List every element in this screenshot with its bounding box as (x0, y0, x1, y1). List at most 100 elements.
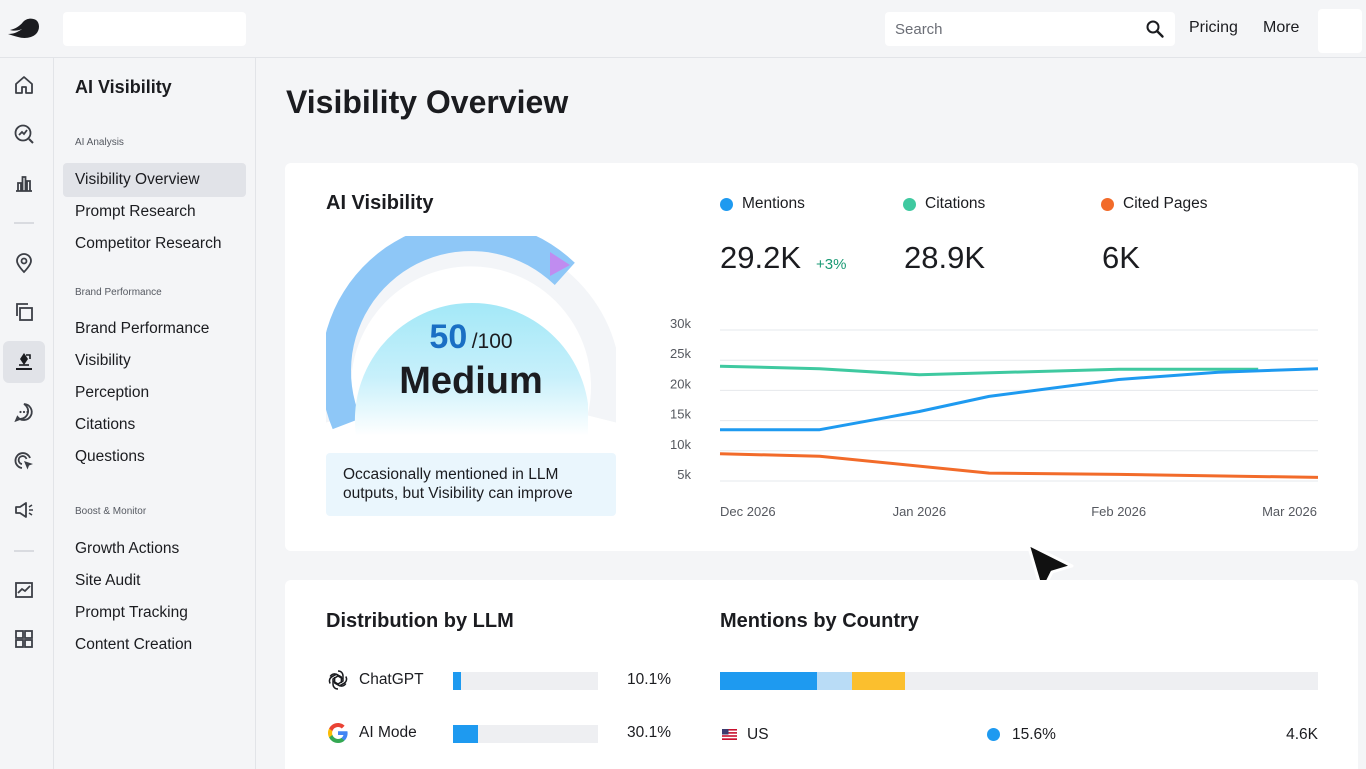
metric-label-text: Cited Pages (1123, 195, 1208, 212)
icon-rail (0, 58, 54, 769)
y-tick-label: 25k (670, 346, 691, 361)
y-tick-label: 5k (677, 467, 691, 482)
llm-row-ai-mode[interactable]: AI Mode 30.1% (326, 721, 686, 747)
country-title: Mentions by Country (720, 610, 919, 632)
gauge-marker-icon (550, 252, 570, 276)
analytics-icon (14, 124, 34, 144)
visibility-gauge (326, 236, 616, 436)
y-tick-label: 15k (670, 407, 691, 422)
rail-trend[interactable] (3, 569, 45, 611)
search-icon[interactable] (1145, 19, 1165, 39)
llm-bar-track (453, 725, 598, 743)
metric-label-text: Citations (925, 195, 986, 212)
metric-cited-pages-label[interactable]: Cited Pages (1101, 195, 1207, 213)
brand-logo-icon[interactable] (6, 14, 40, 44)
search-input[interactable] (895, 20, 1145, 38)
rail-chat[interactable] (3, 391, 45, 433)
rail-divider (14, 550, 34, 552)
project-selector[interactable] (63, 12, 246, 46)
country-bar-segment[interactable] (852, 672, 905, 690)
rail-copy[interactable] (3, 291, 45, 333)
nav-competitor-research[interactable]: Competitor Research (75, 235, 222, 252)
more-link[interactable]: More (1263, 19, 1300, 36)
y-tick-label: 30k (670, 316, 691, 331)
citations-dot (903, 197, 916, 211)
chat-icon (14, 403, 33, 423)
rail-analytics[interactable] (3, 113, 45, 155)
nav-prompt-tracking[interactable]: Prompt Tracking (75, 604, 188, 621)
page-title: Visibility Overview (286, 84, 569, 120)
country-name: US (747, 726, 769, 743)
ai-visibility-title: AI Visibility (326, 192, 434, 214)
rail-target[interactable] (3, 440, 45, 482)
nav-brand-performance[interactable]: Brand Performance (75, 320, 210, 337)
metric-citations-value: 28.9K (904, 240, 986, 275)
metric-label-text: Mentions (742, 195, 805, 212)
rail-location[interactable] (3, 242, 45, 284)
secondary-nav: AI Visibility AI Analysis Visibility Ove… (54, 58, 256, 769)
metric-cited-pages-value: 6K (1102, 240, 1140, 275)
nav-content-creation[interactable]: Content Creation (75, 636, 193, 653)
metric-mentions-value: 29.2K (720, 240, 802, 275)
section-label: AI Analysis (75, 137, 124, 148)
rail-home[interactable] (3, 64, 45, 106)
nav-visibility[interactable]: Visibility (75, 352, 131, 369)
nav-visibility-overview[interactable]: Visibility Overview (63, 163, 246, 197)
apps-grid-icon (15, 630, 33, 648)
google-logo-icon (328, 723, 348, 743)
rail-megaphone[interactable] (3, 489, 45, 531)
visibility-level: Medium (399, 360, 543, 402)
subnav-title: AI Visibility (75, 77, 172, 97)
trend-line-chart: 30k 25k 20k 15k 10k 5k Dec 2026 Jan 2026 Feb 202… (670, 316, 1319, 519)
bar-chart-icon (16, 176, 32, 192)
nav-prompt-research[interactable]: Prompt Research (75, 203, 196, 220)
series-line-2 (719, 452, 1319, 479)
section-label: Brand Performance (75, 287, 162, 298)
ai-pen-icon (16, 353, 32, 370)
llm-bar-track (453, 672, 598, 690)
search-box[interactable] (885, 12, 1175, 46)
nav-site-audit[interactable]: Site Audit (75, 572, 141, 589)
target-cursor-icon (14, 452, 33, 470)
gauge-progress (326, 236, 575, 430)
y-tick-label: 10k (670, 437, 691, 452)
rail-ai-visibility[interactable] (3, 341, 45, 383)
llm-percent: 10.1% (627, 671, 671, 688)
country-bar-segment[interactable] (720, 672, 818, 690)
rail-apps[interactable] (3, 618, 45, 660)
metric-citations-label[interactable]: Citations (903, 195, 985, 213)
avatar[interactable] (1318, 9, 1362, 53)
y-tick-label: 20k (670, 376, 691, 391)
us-flag-icon (722, 729, 737, 740)
country-stacked-bar (720, 672, 1318, 690)
nav-growth-actions[interactable]: Growth Actions (75, 540, 180, 557)
score-value: 50 (429, 318, 468, 356)
mentions-dot (720, 197, 733, 211)
copy-icon (16, 303, 33, 321)
country-dot (987, 728, 1000, 741)
country-bar-segment[interactable] (817, 672, 853, 690)
country-value: 4.6K (1286, 726, 1318, 743)
location-pin-icon (16, 253, 32, 274)
series-line-0 (719, 364, 1259, 377)
llm-name: AI Mode (359, 724, 417, 741)
gauge-inner (354, 302, 588, 436)
x-tick-label: Jan 2026 (893, 504, 947, 519)
visibility-note: Occasionally mentioned in LLM outputs, b… (326, 453, 616, 516)
series-line-1 (720, 367, 1319, 432)
llm-percent: 30.1% (627, 724, 671, 741)
country-row-us[interactable]: US 15.6% 4.6K (720, 723, 1318, 747)
metric-mentions-label[interactable]: Mentions (720, 195, 805, 213)
x-tick-label: Mar 2026 (1262, 504, 1317, 519)
nav-questions[interactable]: Questions (75, 448, 145, 465)
rail-bar-chart[interactable] (3, 162, 45, 204)
llm-row-chatgpt[interactable]: ChatGPT 10.1% (326, 668, 686, 694)
home-icon (15, 76, 33, 94)
metric-mentions-change: +3% (816, 256, 847, 273)
cited-pages-dot (1101, 197, 1114, 211)
nav-perception[interactable]: Perception (75, 384, 150, 401)
x-tick-label: Feb 2026 (1091, 504, 1146, 519)
nav-citations[interactable]: Citations (75, 416, 136, 433)
trend-chart-icon (15, 582, 33, 598)
pricing-link[interactable]: Pricing (1189, 19, 1238, 36)
